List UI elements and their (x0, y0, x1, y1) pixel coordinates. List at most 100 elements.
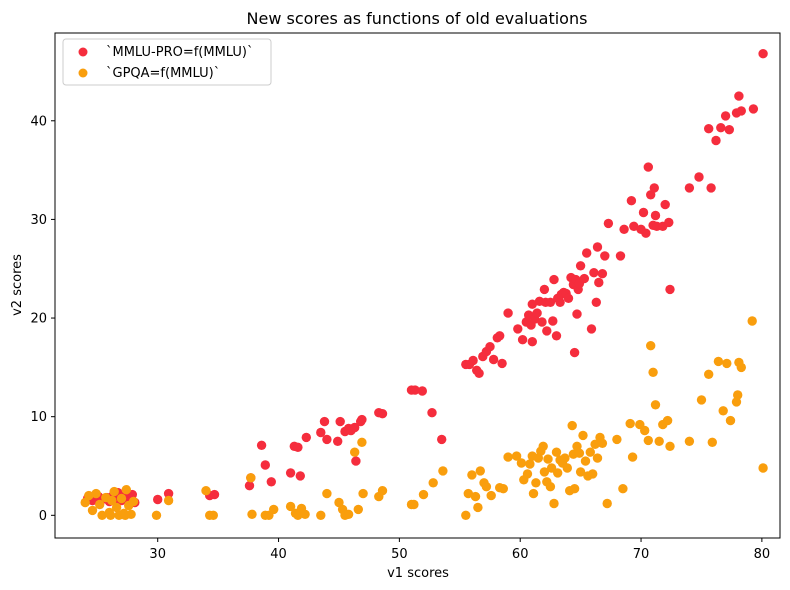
gpqa-point (733, 390, 743, 400)
mmlu-pro-point (579, 273, 589, 284)
x-tick-label: 80 (754, 547, 771, 562)
mmlu-pro-point (665, 284, 675, 295)
mmlu-pro-point (322, 434, 332, 445)
gpqa-point (531, 478, 541, 488)
gpqa-point (246, 473, 256, 483)
gpqa-point (322, 488, 332, 499)
gpqa-point (578, 430, 588, 441)
gpqa-point (316, 510, 326, 520)
gpqa-point (105, 510, 116, 520)
gpqa-point (618, 484, 628, 494)
mmlu-pro-point (319, 416, 330, 427)
gpqa-point (545, 482, 556, 492)
mmlu-pro-point (597, 269, 608, 279)
mmlu-pro-point (694, 172, 704, 182)
gpqa-point (718, 406, 728, 416)
gpqa-point (588, 469, 598, 479)
plot-area-frame (54, 32, 781, 539)
x-tick-label: 40 (270, 547, 287, 562)
mmlu-pro-point (335, 416, 345, 427)
mmlu-pro-point (153, 494, 163, 505)
gpqa-point (87, 505, 98, 516)
mmlu-pro-point (377, 409, 388, 419)
mmlu-pro-point (266, 477, 276, 487)
mmlu-pro-point (724, 125, 734, 135)
mmlu-pro-point (497, 358, 507, 369)
gpqa-point (567, 420, 577, 431)
mmlu-pro-point (551, 331, 562, 341)
mmlu-pro-point (256, 440, 267, 450)
x-axis: 30 40 50 60 70 80 (149, 538, 770, 562)
gpqa-point (121, 485, 131, 495)
mmlu-pro-point (641, 228, 651, 238)
legend-box (62, 38, 272, 86)
mmlu-pro-point (706, 183, 716, 193)
mmlu-pro-point (711, 135, 721, 146)
gpqa-point (580, 456, 591, 466)
gpqa-point (473, 502, 483, 513)
gpqa-point (516, 458, 527, 468)
mmlu-pro-point (503, 308, 513, 318)
gpqa-point (511, 451, 522, 461)
mmlu-pro-point (720, 111, 731, 121)
gpqa-point (707, 437, 717, 447)
mmlu-pro-point (301, 432, 311, 443)
legend-label-mmlu-pro: `MMLU-PRO=f(MMLU)` (106, 45, 254, 60)
mmlu-pro-point (285, 468, 296, 478)
mmlu-pro-point (664, 217, 674, 228)
mmlu-pro-point (351, 456, 361, 466)
mmlu-pro-point (594, 277, 604, 288)
gpqa-point (725, 415, 736, 426)
mmlu-pro-point (572, 309, 582, 319)
mmlu-pro-point (638, 207, 649, 218)
gpqa-point (84, 490, 94, 501)
mmlu-pro-point (532, 308, 542, 318)
mmlu-pro-point (537, 317, 547, 327)
gpqa-point (418, 489, 429, 500)
gpqa-point (758, 463, 768, 473)
mmlu-pro-point (582, 248, 592, 258)
gpqa-point (722, 358, 732, 369)
gpqa-point (704, 369, 714, 379)
gpqa-point (247, 509, 257, 519)
mmlu-pro-point (563, 293, 574, 303)
gpqa-point (549, 498, 559, 509)
gpqa-point (163, 495, 174, 506)
mmlu-pro-point (650, 210, 661, 221)
mmlu-pro-point (209, 489, 220, 500)
mmlu-pro-point (629, 221, 639, 231)
mmlu-pro-point (646, 190, 656, 200)
legend: `MMLU-PRO=f(MMLU)` `GPQA=f(MMLU)` (62, 38, 272, 86)
mmlu-pro-point (545, 297, 556, 307)
gpqa-point (640, 425, 650, 436)
gpqa-point (498, 484, 508, 494)
gpqa-point (612, 434, 622, 445)
gpqa-point (525, 459, 535, 469)
mmlu-pro-point (591, 297, 601, 307)
gpqa-point (662, 415, 673, 426)
gpqa-point (643, 435, 653, 446)
mmlu-pro-point (417, 386, 427, 396)
gpqa-point (461, 510, 471, 520)
gpqa-point (747, 316, 757, 326)
gpqa-point (625, 418, 635, 429)
x-tick-label: 70 (633, 547, 650, 562)
gpqa-point (569, 484, 580, 494)
gpqa-point (648, 367, 658, 377)
mmlu-pro-point (555, 297, 565, 307)
gpqa-point (475, 466, 485, 476)
gpqa-point (696, 395, 707, 405)
gpqa-point (91, 488, 101, 499)
gpqa-point (713, 356, 724, 367)
gpqa-point (285, 501, 296, 512)
gpqa-point (575, 467, 586, 477)
x-tick-label: 50 (391, 547, 408, 562)
gpqa-point (343, 509, 354, 519)
mmlu-pro-point (600, 251, 610, 261)
y-tick-label: 0 (39, 509, 47, 524)
gpqa-point (665, 441, 675, 451)
mmlu-pro-point (410, 385, 420, 395)
mmlu-pro-point (575, 261, 586, 271)
gpqa-point (128, 496, 139, 507)
